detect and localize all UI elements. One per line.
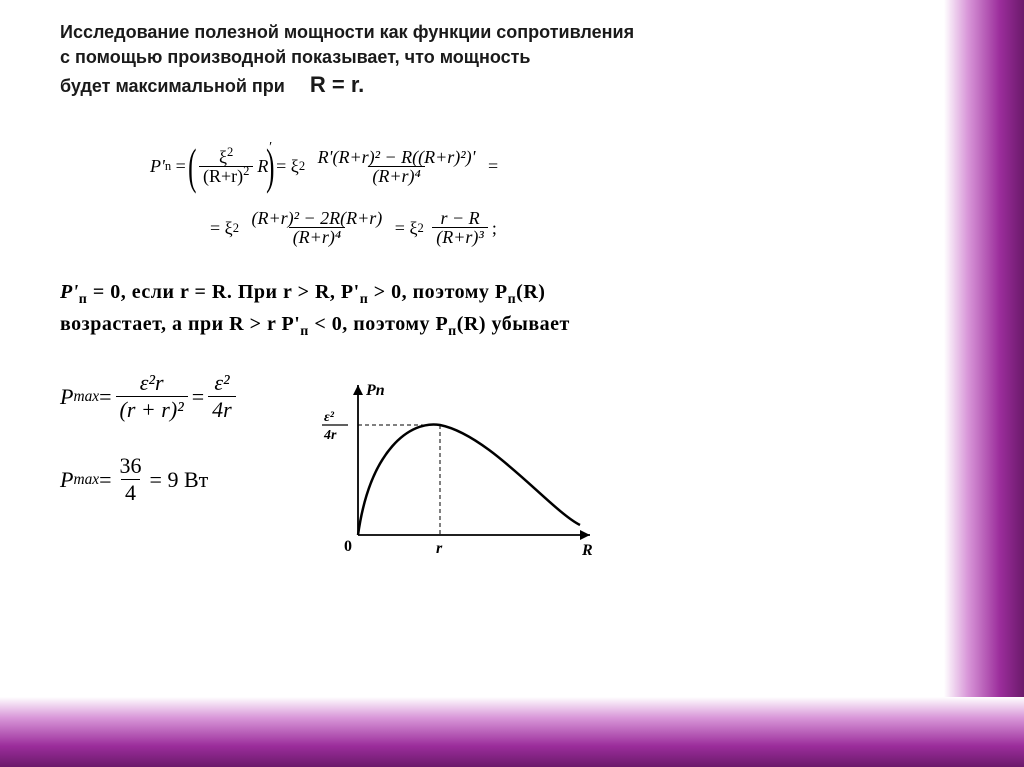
analysis-text: P'п = 0, если r = R. При r > R, P'п > 0,… (60, 276, 920, 340)
derivation-row2: = ξ2 (R+r)² − 2R(R+r) (R+r)⁴ = ξ2 r − R … (210, 209, 920, 246)
frac-4: r − R (R+r)³ (432, 209, 488, 246)
intro-line2: с помощью производной показывает, что мо… (60, 45, 920, 70)
paren-left-icon: ( (188, 141, 196, 191)
frac-2: R'(R+r)² − R((R+r)²)' (R+r)⁴ (314, 148, 480, 185)
pmax-row2: Pmax = 36 4 = 9 Вт (60, 453, 240, 506)
bottom-gradient (0, 697, 1024, 767)
frac-pmax1: ε²r (r + r)² (116, 370, 188, 423)
derivation-row1: P'n = ( ξ2 (R+r)2 R )′ = ξ2 R'(R+r)² − R… (150, 141, 920, 191)
power-curve-chart: Pп R 0 r ε² 4r (320, 370, 600, 570)
derivation-block: P'n = ( ξ2 (R+r)2 R )′ = ξ2 R'(R+r)² − R… (150, 141, 920, 246)
frac-1: ξ2 (R+r)2 (199, 148, 253, 185)
right-gradient (944, 0, 1024, 767)
lower-section: Pmax = ε²r (r + r)² = ε² 4r Pmax = 36 4 (60, 370, 920, 570)
frac-3: (R+r)² − 2R(R+r) (R+r)⁴ (247, 209, 386, 246)
frac-pmax2: ε² 4r (208, 370, 236, 423)
svg-text:r: r (436, 540, 443, 557)
slide-content: Исследование полезной мощности как функц… (60, 20, 920, 570)
svg-text:0: 0 (344, 538, 352, 555)
svg-text:Pп: Pп (365, 382, 385, 399)
pmax-row1: Pmax = ε²r (r + r)² = ε² 4r (60, 370, 240, 423)
intro-text: Исследование полезной мощности как функц… (60, 20, 920, 101)
intro-line1: Исследование полезной мощности как функц… (60, 20, 920, 45)
frac-pmax3: 36 4 (116, 453, 146, 506)
intro-line3: будет максимальной при R = r. (60, 70, 920, 101)
svg-text:ε²: ε² (324, 410, 335, 425)
chart-svg: Pп R 0 r ε² 4r (320, 370, 600, 570)
pmax-formulas: Pmax = ε²r (r + r)² = ε² 4r Pmax = 36 4 (60, 370, 240, 536)
svg-text:R: R (581, 542, 593, 559)
svg-text:4r: 4r (323, 428, 337, 443)
condition: R = r. (310, 72, 364, 97)
